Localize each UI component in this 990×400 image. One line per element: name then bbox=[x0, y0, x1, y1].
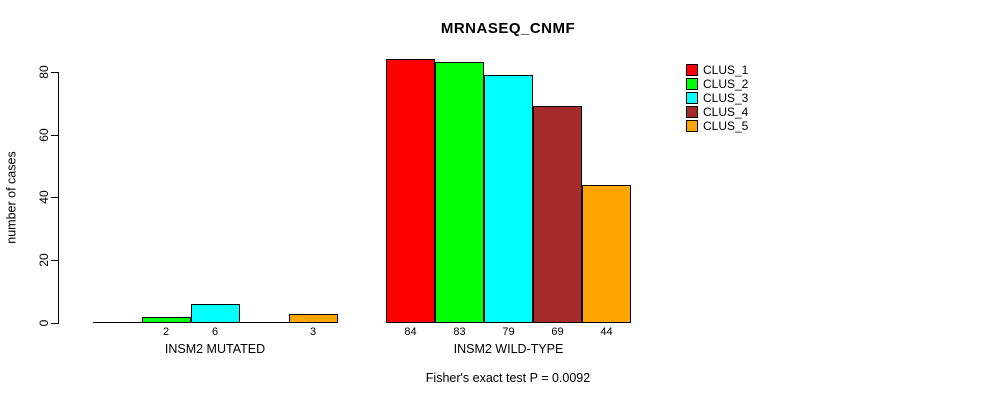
bar-value-label: 6 bbox=[211, 326, 219, 338]
legend-swatch-clus_3 bbox=[686, 92, 698, 104]
x-group-label: INSM2 MUTATED bbox=[164, 342, 266, 356]
bar-clus_5-mutated bbox=[288, 314, 338, 323]
legend-label: CLUS_1 bbox=[703, 63, 749, 77]
bar-value-label: 3 bbox=[309, 326, 317, 338]
bar-clus_3-mutated bbox=[190, 304, 240, 323]
y-axis-line bbox=[58, 71, 59, 324]
bar-clus_3-wildtype bbox=[484, 75, 533, 323]
legend-swatch-clus_4 bbox=[686, 106, 698, 118]
bar-clus_4-wildtype bbox=[533, 106, 582, 323]
y-axis-tick bbox=[51, 323, 58, 324]
legend-swatch-clus_2 bbox=[686, 78, 698, 90]
y-axis-tick bbox=[51, 71, 58, 73]
legend-swatch-clus_1 bbox=[686, 64, 698, 76]
bar-value-label: 69 bbox=[551, 326, 564, 338]
chart-title: MRNASEQ_CNMF bbox=[440, 20, 576, 37]
legend-label: CLUS_5 bbox=[703, 119, 749, 133]
bar-clus_2-mutated bbox=[141, 317, 191, 323]
legend-label: CLUS_3 bbox=[703, 91, 749, 105]
legend-label: CLUS_4 bbox=[703, 105, 749, 119]
bar-value-label: 44 bbox=[600, 326, 613, 338]
bar-value-label: 84 bbox=[404, 326, 417, 338]
bar-clus_5-wildtype bbox=[582, 185, 631, 323]
y-axis-tick bbox=[51, 197, 58, 199]
legend-label: CLUS_2 bbox=[703, 77, 749, 91]
bar-value-label: 83 bbox=[453, 326, 466, 338]
bar-clus_2-wildtype bbox=[435, 62, 484, 323]
y-axis-tick bbox=[51, 134, 58, 136]
bar-value-label: 2 bbox=[162, 326, 170, 338]
x-group-label: INSM2 WILD-TYPE bbox=[453, 342, 564, 356]
bar-clus_1-wildtype bbox=[386, 59, 435, 323]
subtitle-fisher-test: Fisher's exact test P = 0.0092 bbox=[425, 371, 591, 385]
bar-value-label: 79 bbox=[502, 326, 515, 338]
legend-swatch-clus_5 bbox=[686, 120, 698, 132]
y-axis-tick bbox=[51, 260, 58, 262]
